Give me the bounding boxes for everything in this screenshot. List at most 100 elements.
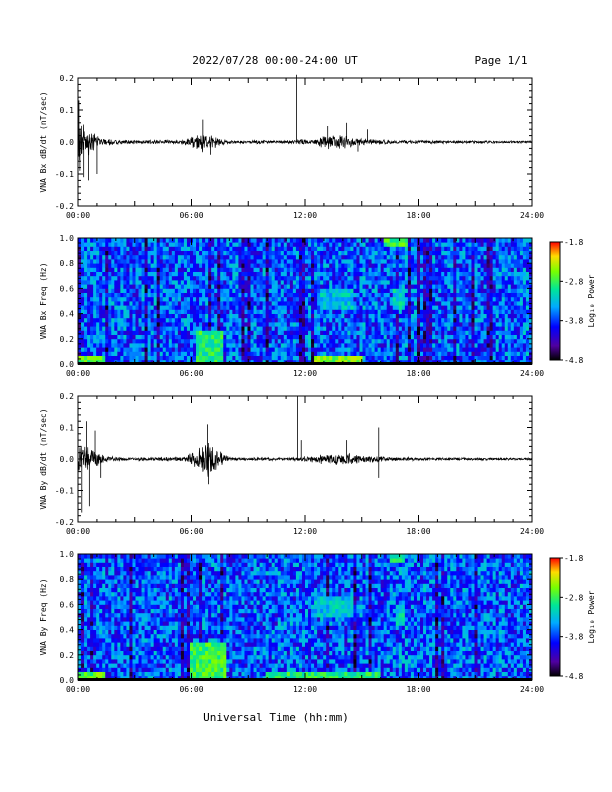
spectrogram-cell bbox=[232, 301, 236, 306]
spectrogram-cell bbox=[165, 242, 170, 247]
spectrogram-cell bbox=[144, 301, 149, 306]
spectrogram-cell bbox=[389, 355, 394, 361]
spectrogram-cell bbox=[138, 263, 142, 268]
spectrogram-cell bbox=[301, 267, 306, 272]
spectrogram-cell bbox=[432, 355, 436, 361]
spectrogram-cell bbox=[174, 296, 179, 302]
spectrogram-cell bbox=[525, 292, 530, 298]
spectrogram-cell bbox=[456, 351, 460, 356]
spectrogram-cell bbox=[308, 267, 312, 272]
spectrogram-cell bbox=[495, 250, 500, 256]
spectrogram-cell bbox=[516, 355, 521, 361]
spectrogram-cell bbox=[483, 280, 487, 285]
spectrogram-cell bbox=[180, 246, 185, 251]
spectrogram-cell bbox=[311, 317, 315, 323]
spectrogram-cell bbox=[183, 288, 188, 293]
spectrogram-cell bbox=[168, 242, 173, 247]
spectrogram-cell bbox=[87, 254, 91, 260]
spectrogram-cell bbox=[441, 271, 445, 277]
spectrogram-cell bbox=[229, 284, 233, 289]
spectrogram-cell bbox=[311, 284, 315, 289]
spectrogram-cell bbox=[438, 305, 442, 310]
spectrogram-cell bbox=[247, 355, 251, 361]
spectrogram-cell bbox=[253, 246, 257, 251]
spectrogram-cell bbox=[323, 330, 327, 335]
spectrogram-cell bbox=[401, 351, 406, 356]
spectrogram-cell bbox=[244, 288, 248, 293]
spectrogram-cell bbox=[298, 242, 303, 247]
spectrogram-cell bbox=[504, 242, 509, 247]
spectrogram-cell bbox=[265, 317, 270, 323]
spectrogram-cell bbox=[459, 271, 463, 277]
spectrogram-cell bbox=[81, 638, 85, 643]
spectrogram-cell bbox=[492, 250, 497, 256]
spectrogram-cell bbox=[456, 309, 460, 314]
spectrogram-cell bbox=[429, 326, 433, 331]
spectrogram-cell bbox=[87, 305, 91, 310]
spectrogram-cell bbox=[453, 246, 457, 251]
spectrogram-cell bbox=[153, 338, 158, 344]
spectrogram-cell bbox=[153, 280, 158, 285]
spectrogram-cell bbox=[162, 309, 167, 314]
spectrogram-cell bbox=[180, 250, 185, 256]
spectrogram-cell bbox=[205, 296, 209, 302]
spectrogram-cell bbox=[395, 271, 400, 277]
spectrogram-cell bbox=[380, 238, 385, 243]
spectrogram-cell bbox=[335, 322, 339, 327]
spectrogram-cell bbox=[84, 246, 88, 251]
spectrogram-cell bbox=[447, 267, 451, 272]
spectrogram-cell bbox=[268, 355, 273, 361]
spectrogram-cell bbox=[150, 330, 155, 335]
spectrogram-cell bbox=[259, 330, 264, 335]
spectrogram-cell bbox=[220, 355, 224, 361]
spectrogram-cell bbox=[283, 238, 288, 243]
spectrogram-cell bbox=[117, 347, 121, 352]
spectrogram-cell bbox=[335, 301, 339, 306]
spectrogram-cell bbox=[504, 246, 509, 251]
spectrogram-cell bbox=[132, 334, 136, 340]
spectrogram-cell bbox=[522, 313, 527, 319]
spectrogram-cell bbox=[525, 267, 530, 272]
spectrogram-cell bbox=[498, 242, 503, 247]
spectrogram-cell bbox=[138, 242, 142, 247]
spectrogram-cell bbox=[250, 242, 254, 247]
spectrogram-cell bbox=[386, 267, 391, 272]
spectrogram-cell bbox=[147, 267, 152, 272]
spectrogram-cell bbox=[217, 355, 221, 361]
spectrogram-cell bbox=[274, 254, 279, 260]
spectrogram-cell bbox=[238, 330, 242, 335]
spectrogram-cell bbox=[480, 326, 484, 331]
spectrogram-cell bbox=[90, 313, 94, 319]
spectrogram-cell bbox=[217, 263, 221, 268]
spectrogram-cell bbox=[162, 313, 167, 319]
spectrogram-cell bbox=[389, 246, 394, 251]
spectrogram-cell bbox=[90, 659, 94, 664]
spectrogram-cell bbox=[220, 334, 224, 340]
spectrogram-cell bbox=[199, 263, 203, 268]
spectrogram-cell bbox=[132, 343, 136, 348]
spectrogram-cell bbox=[84, 604, 88, 609]
spectrogram-cell bbox=[87, 330, 91, 335]
spectrogram-cell bbox=[214, 355, 218, 361]
y-tick-label: -0.1 bbox=[55, 487, 74, 496]
spectrogram-cell bbox=[162, 355, 167, 361]
spectrogram-cell bbox=[81, 246, 85, 251]
spectrogram-cell bbox=[81, 642, 85, 647]
spectrogram-cell bbox=[347, 301, 351, 306]
spectrogram-cell bbox=[395, 284, 400, 289]
spectrogram-cell bbox=[407, 322, 412, 327]
spectrogram-cell bbox=[99, 242, 103, 247]
spectrogram-cell bbox=[438, 246, 442, 251]
spectrogram-cell bbox=[420, 292, 424, 298]
spectrogram-cell bbox=[362, 271, 366, 277]
spectrogram-cell bbox=[441, 334, 445, 340]
spectrogram-cell bbox=[208, 330, 212, 335]
spectrogram-cell bbox=[171, 267, 176, 272]
spectrogram-cell bbox=[392, 246, 397, 251]
spectrogram-cell bbox=[81, 583, 85, 588]
spectrogram-cell bbox=[371, 267, 376, 272]
spectrogram-cell bbox=[314, 317, 318, 323]
spectrogram-cell bbox=[168, 284, 173, 289]
spectrogram-cell bbox=[87, 562, 91, 567]
spectrogram-cell bbox=[474, 242, 478, 247]
